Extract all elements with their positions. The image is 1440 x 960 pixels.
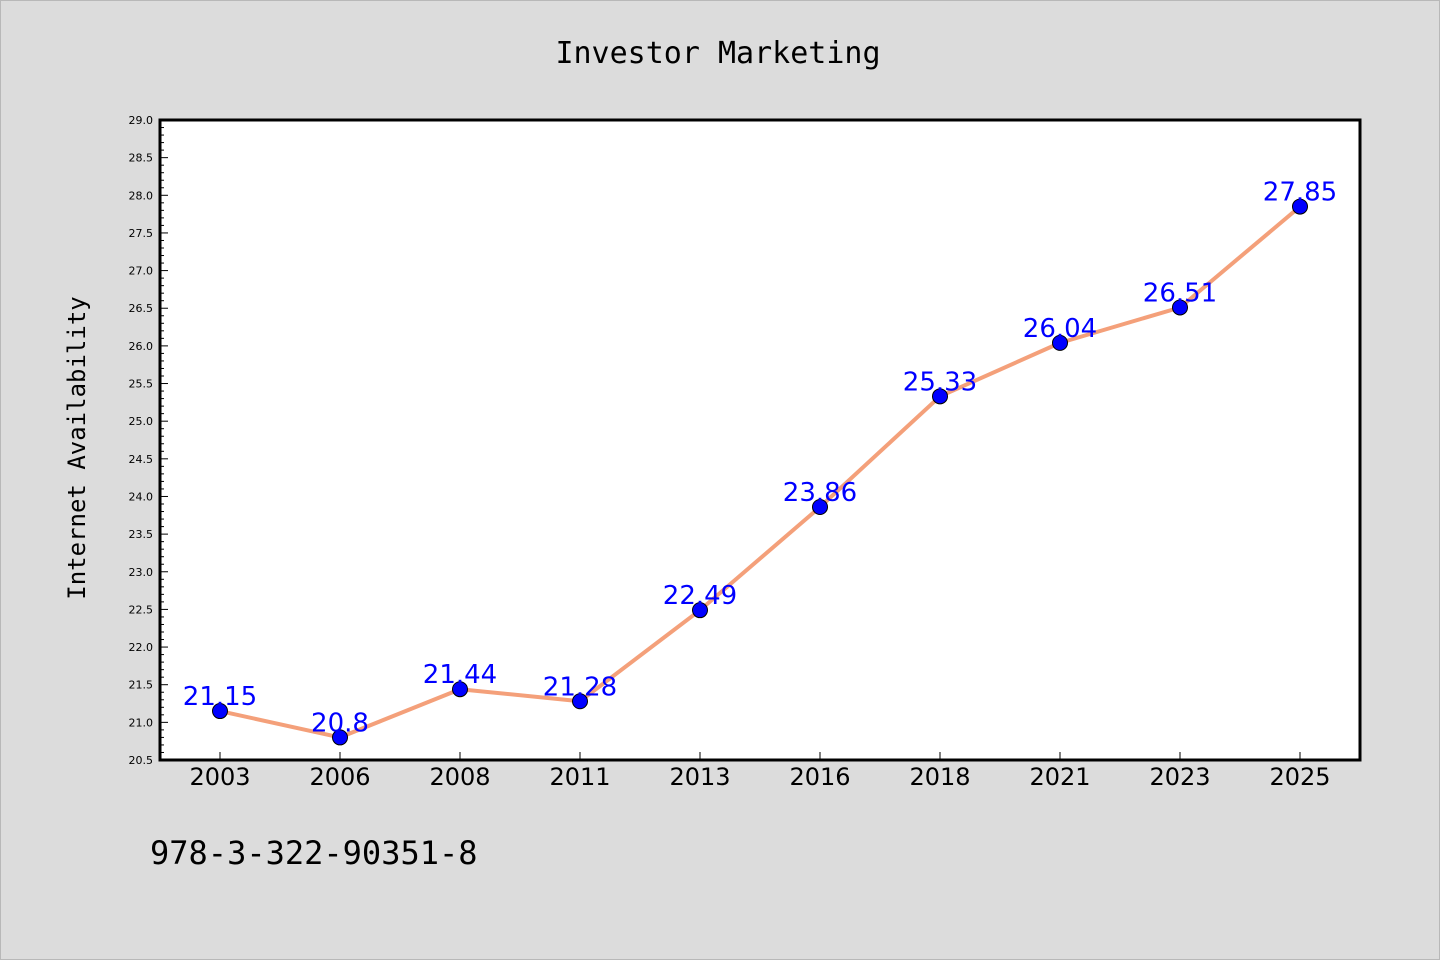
data-series [212,198,1308,746]
data-label: 23.86 [783,478,857,508]
data-label: 26.04 [1023,314,1097,344]
data-label: 21.15 [183,682,257,712]
x-axis: 2003 2006 2008 2011 2013 2016 2018 2021 2023 2025 [189,752,1331,791]
x-tick-label: 2013 [669,763,730,791]
data-point [932,388,948,405]
y-axis: 20.5 21.0 21.5 22.0 22.5 23.0 23.5 24.0 24.5 25.0… [129,114,168,767]
x-tick-label: 2021 [1029,763,1090,791]
x-tick-label: 2016 [789,763,850,791]
chart-title: Investor Marketing [555,36,880,71]
y-tick-label: 27.0 [129,265,154,278]
y-tick-label: 23.5 [129,528,154,541]
data-point [1172,299,1188,316]
y-axis-label: Internet Availability [63,296,91,599]
data-point [1292,198,1308,215]
data-label: 21.28 [543,672,617,702]
y-tick-label: 24.0 [129,490,154,503]
data-label: 25.33 [903,367,977,397]
data-point [332,729,348,746]
data-label: 22.49 [663,581,737,611]
isbn-footer: 978-3-322-90351-8 [150,834,478,872]
y-tick-label: 22.0 [129,641,154,654]
x-tick-label: 2011 [549,763,610,791]
y-tick-label: 20.5 [129,754,154,767]
data-point [812,499,828,516]
y-tick-label: 27.5 [129,227,154,240]
data-label: 26.51 [1143,278,1217,308]
x-tick-label: 2025 [1269,763,1330,791]
data-label: 27.85 [1263,178,1337,208]
y-tick-label: 25.5 [129,378,154,391]
x-tick-label: 2006 [309,763,370,791]
data-label: 20.8 [311,708,369,738]
data-point [572,693,588,710]
data-label: 21.44 [423,660,497,690]
data-point [212,703,228,720]
series-line [218,204,1302,740]
y-tick-label: 25.0 [129,415,154,428]
y-tick-label: 24.5 [129,453,154,466]
y-tick-label: 28.5 [129,152,154,165]
y-tick-label: 22.5 [129,603,154,616]
x-tick-label: 2023 [1149,763,1210,791]
data-labels: 21.15 20.8 21.44 21.28 22.49 23.86 25.33 26.04 2… [183,178,1337,739]
y-tick-label: 21.0 [129,716,154,729]
x-tick-label: 2008 [429,763,490,791]
plot-area [158,118,1362,762]
y-tick-label: 21.5 [129,679,154,692]
data-point [1052,334,1068,351]
y-tick-label: 29.0 [129,114,154,127]
y-tick-label: 28.0 [129,189,154,202]
x-tick-label: 2018 [909,763,970,791]
y-tick-label: 26.5 [129,302,154,315]
x-tick-label: 2003 [189,763,250,791]
data-point [692,602,708,619]
y-tick-label: 23.0 [129,566,154,579]
y-tick-label: 26.0 [129,340,154,353]
data-point [452,681,468,698]
